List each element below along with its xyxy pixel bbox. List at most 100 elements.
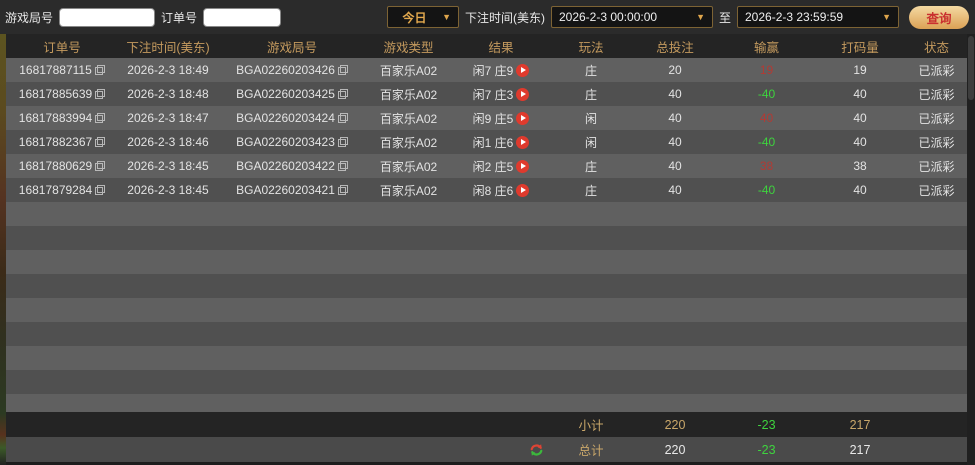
subtotal-row: 小计 220 -23 217 <box>6 412 967 437</box>
win-loss-value: -40 <box>757 135 776 149</box>
play-type-cell: 闲 <box>584 135 597 150</box>
copy-icon[interactable] <box>337 89 348 99</box>
order-no: 16817882367 <box>18 135 93 149</box>
round-no-cell: BGA02260203421 <box>218 183 366 197</box>
result-text: 闲9 庄5 <box>472 111 514 126</box>
copy-icon[interactable] <box>337 161 348 171</box>
win-loss-cell: 40 <box>719 111 814 125</box>
bottom-strip <box>6 462 967 465</box>
status-cell: 已派彩 <box>906 182 967 199</box>
round-no: BGA02260203422 <box>236 159 335 173</box>
copy-icon[interactable] <box>95 89 106 99</box>
end-time-value: 2026-2-3 23:59:59 <box>745 10 844 24</box>
filter-bar: 游戏局号 订单号 今日 ▼ 下注时间(美东) 2026-2-3 00:00:00… <box>0 0 975 34</box>
left-decor-strip <box>0 34 6 465</box>
bet-time-cell: 2026-2-3 18:48 <box>127 87 209 101</box>
order-no-cell: 16817882367 <box>6 135 118 149</box>
order-no: 16817885639 <box>18 87 93 101</box>
column-header: 打码量 <box>841 40 879 55</box>
column-header: 订单号 <box>43 40 81 55</box>
total-turnover: 217 <box>849 442 871 457</box>
total-bet-cell: 40 <box>668 135 682 149</box>
copy-icon[interactable] <box>94 65 105 75</box>
play-icon[interactable] <box>516 159 530 173</box>
table-row: 16817887115 2026-2-3 18:49 BGA0226020342… <box>6 58 967 82</box>
search-button[interactable]: 查询 <box>909 5 969 29</box>
round-no: BGA02260203424 <box>236 111 335 125</box>
result-cell: 闲7 庄9 <box>451 62 551 79</box>
subtotal-label: 小计 <box>578 419 604 433</box>
play-icon[interactable] <box>516 111 530 125</box>
status-badge: 已派彩 <box>918 63 955 78</box>
total-bet-cell: 40 <box>668 159 682 173</box>
status-cell: 已派彩 <box>906 110 967 127</box>
round-no-cell: BGA02260203425 <box>218 87 366 101</box>
play-type-cell: 庄 <box>584 159 597 174</box>
order-no-input[interactable] <box>203 7 282 27</box>
quick-range-value: 今日 <box>402 10 427 25</box>
column-header: 状态 <box>923 40 949 55</box>
copy-icon[interactable] <box>337 185 348 195</box>
table-body: 16817887115 2026-2-3 18:49 BGA0226020342… <box>6 58 967 412</box>
game-type-cell: 百家乐A02 <box>379 111 438 126</box>
game-type-cell: 百家乐A02 <box>379 63 438 78</box>
table-row: 16817880629 2026-2-3 18:45 BGA0226020342… <box>6 154 967 178</box>
win-loss-cell: -40 <box>719 135 814 149</box>
status-cell: 已派彩 <box>906 86 967 103</box>
refresh-icon[interactable] <box>528 442 545 458</box>
column-header: 玩法 <box>578 40 604 55</box>
copy-icon[interactable] <box>95 137 106 147</box>
start-time-select[interactable]: 2026-2-3 00:00:00 ▼ <box>550 6 713 28</box>
round-no: BGA02260203425 <box>236 87 335 101</box>
result-text: 闲1 庄6 <box>472 135 514 150</box>
records-table: 订单号 下注时间(美东) 游戏局号 游戏类型 结果 玩法 总投注 输赢 打码量 状态 168178… <box>6 34 967 465</box>
vertical-scrollbar[interactable] <box>967 34 975 465</box>
play-icon[interactable] <box>516 87 530 101</box>
order-no-label: 订单号 <box>161 10 198 25</box>
start-time-value: 2026-2-3 00:00:00 <box>558 10 658 24</box>
to-label: 至 <box>718 10 731 25</box>
column-header: 结果 <box>488 40 514 55</box>
game-type-cell: 百家乐A02 <box>379 183 438 198</box>
game-type-cell: 百家乐A02 <box>379 135 438 150</box>
total-bet-cell: 40 <box>668 87 682 101</box>
copy-icon[interactable] <box>95 113 106 123</box>
status-cell: 已派彩 <box>906 62 967 79</box>
order-no-cell: 16817887115 <box>6 63 118 77</box>
table-header-row: 订单号 下注时间(美东) 游戏局号 游戏类型 结果 玩法 总投注 输赢 打码量 状态 <box>6 34 967 58</box>
play-type-cell: 庄 <box>584 87 597 102</box>
game-type-cell: 百家乐A02 <box>379 159 438 174</box>
turnover-cell: 40 <box>853 111 867 125</box>
copy-icon[interactable] <box>337 65 348 75</box>
subtotal-total-bet: 220 <box>664 417 686 432</box>
status-cell: 已派彩 <box>906 158 967 175</box>
scrollbar-thumb[interactable] <box>968 36 974 100</box>
chevron-down-icon: ▼ <box>882 12 891 22</box>
play-icon[interactable] <box>516 135 530 149</box>
round-no: BGA02260203426 <box>236 63 335 77</box>
status-badge: 已派彩 <box>918 87 955 102</box>
play-icon[interactable] <box>516 63 530 77</box>
total-total-bet: 220 <box>664 442 686 457</box>
copy-icon[interactable] <box>337 137 348 147</box>
copy-icon[interactable] <box>95 185 106 195</box>
end-time-select[interactable]: 2026-2-3 23:59:59 ▼ <box>737 6 899 28</box>
copy-icon[interactable] <box>337 113 348 123</box>
table-row: 16817885639 2026-2-3 18:48 BGA0226020342… <box>6 82 967 106</box>
quick-range-select[interactable]: 今日 ▼ <box>386 6 459 28</box>
game-round-input[interactable] <box>59 7 156 27</box>
table-area: 订单号 下注时间(美东) 游戏局号 游戏类型 结果 玩法 总投注 输赢 打码量 状态 168178… <box>0 34 975 465</box>
subtotal-win-loss: -23 <box>757 417 776 432</box>
game-type-cell: 百家乐A02 <box>379 87 438 102</box>
copy-icon[interactable] <box>95 161 106 171</box>
table-row: 16817882367 2026-2-3 18:46 BGA0226020342… <box>6 130 967 154</box>
bet-time-cell: 2026-2-3 18:45 <box>127 159 209 173</box>
total-win-loss: -23 <box>757 442 776 457</box>
play-icon[interactable] <box>516 183 530 197</box>
table-row: 16817883994 2026-2-3 18:47 BGA0226020342… <box>6 106 967 130</box>
win-loss-value: 40 <box>759 111 774 125</box>
turnover-cell: 40 <box>853 135 867 149</box>
play-type-cell: 庄 <box>584 63 597 78</box>
chevron-down-icon: ▼ <box>442 12 451 22</box>
